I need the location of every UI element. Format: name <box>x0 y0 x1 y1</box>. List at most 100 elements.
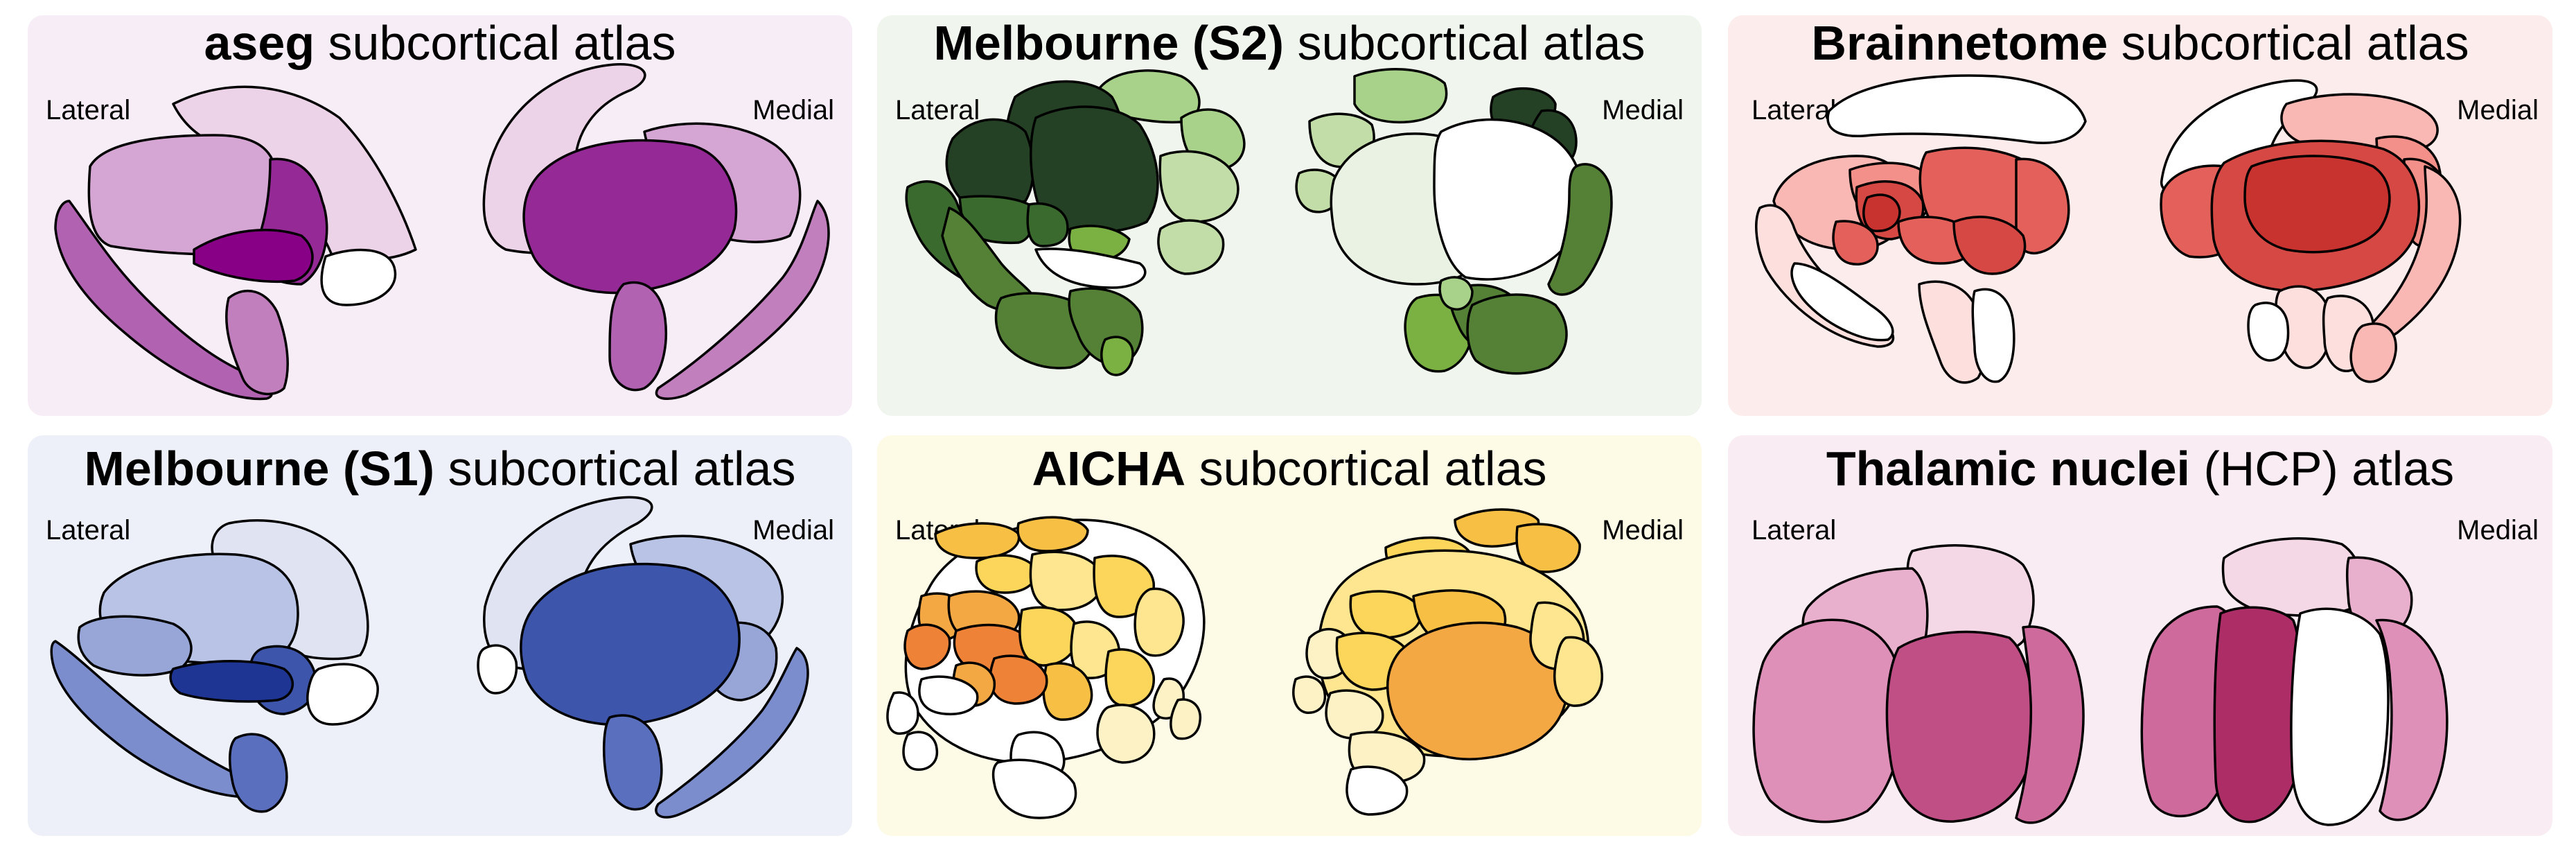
atlas-region <box>1026 202 1069 247</box>
atlas-region <box>320 248 397 306</box>
atlas-region <box>655 647 809 819</box>
atlas-region <box>2213 606 2304 824</box>
atlas-region <box>934 522 1021 559</box>
atlas-region <box>520 562 741 726</box>
medial-label: Medial <box>1602 95 1684 125</box>
medial-view-brain <box>477 496 809 819</box>
atlas-region <box>1018 606 1079 667</box>
atlas-region <box>1433 118 1584 281</box>
atlas-region <box>169 660 294 703</box>
atlas-region <box>608 281 667 392</box>
medial-view-brain <box>2160 79 2462 383</box>
lateral-view-brain <box>54 85 417 401</box>
atlas-region <box>1104 648 1155 707</box>
atlas-region <box>1170 698 1202 740</box>
atlas-region <box>1353 68 1448 123</box>
lateral-view-brain <box>1755 74 2087 384</box>
atlas-region <box>228 733 288 813</box>
panel-title: aseg subcortical atlas <box>204 16 676 70</box>
atlas-region <box>2221 537 2363 617</box>
medial-label: Medial <box>752 95 834 125</box>
lateral-view-brain <box>886 516 1206 819</box>
atlas-region <box>77 615 193 677</box>
atlas-region <box>602 714 663 811</box>
medial-label: Medial <box>752 515 834 546</box>
lateral-view-brain <box>905 69 1246 376</box>
atlas-region <box>1918 280 1986 384</box>
atlas-region <box>1030 105 1159 234</box>
atlas-region <box>991 758 1077 819</box>
atlas-region <box>1553 636 1603 707</box>
atlas-region <box>1029 550 1104 611</box>
atlas-region <box>2375 618 2449 821</box>
panel-title: AICHA subcortical atlas <box>1032 442 1547 496</box>
medial-view-brain <box>482 62 830 400</box>
medial-label: Medial <box>2457 95 2539 125</box>
atlas-region <box>2290 607 2390 826</box>
panel-melbourne-s2: Melbourne (S2) subcortical atlas Lateral… <box>877 15 1702 416</box>
atlas-region <box>1547 163 1613 296</box>
panel-aicha: AICHA subcortical atlas Lateral Medial <box>877 435 1702 836</box>
atlas-region <box>306 663 379 726</box>
panel-thalamic-nuclei: Thalamic nuclei (HCP) atlas Lateral Medi… <box>1728 435 2552 836</box>
panel-brainnetome: Brainnetome subcortical atlas Lateral Me… <box>1728 15 2552 416</box>
atlas-region <box>945 118 1034 207</box>
atlas-region <box>2247 302 2290 362</box>
atlas-region <box>1133 587 1185 657</box>
panel-title: Melbourne (S2) subcortical atlas <box>934 16 1646 70</box>
atlas-region <box>2243 155 2391 254</box>
panel-title: Melbourne (S1) subcortical atlas <box>85 442 796 496</box>
atlas-region <box>1100 336 1134 376</box>
atlas-region <box>477 644 518 695</box>
atlas-region <box>1349 590 1422 639</box>
atlas-region <box>1752 618 1904 824</box>
atlas-region <box>902 731 939 771</box>
atlas-region <box>1971 288 2015 383</box>
atlas-region <box>1826 74 2087 144</box>
atlas-region <box>975 554 1038 594</box>
atlas-region <box>1292 675 1327 714</box>
atlas-region <box>1862 193 1901 232</box>
atlas-region <box>1097 69 1201 124</box>
atlas-region <box>886 691 919 735</box>
atlas-region <box>2015 625 2085 824</box>
atlas-region <box>1832 220 1879 265</box>
atlas-region <box>918 675 979 715</box>
lateral-label: Lateral <box>1752 515 1836 546</box>
atlas-region <box>903 623 951 670</box>
lateral-label: Lateral <box>46 515 130 546</box>
panel-aseg: aseg subcortical atlas Lateral Medial <box>28 15 852 416</box>
atlas-region <box>1790 262 1894 342</box>
atlas-region <box>1158 150 1240 223</box>
atlas-region <box>1034 247 1147 289</box>
atlas-region <box>1438 276 1474 311</box>
atlas-region <box>1466 293 1568 375</box>
medial-view-brain <box>1292 508 1603 816</box>
atlas-region <box>2349 322 2397 383</box>
medial-label: Medial <box>1602 515 1684 546</box>
medial-view-brain <box>2140 537 2449 826</box>
atlas-region <box>193 229 314 284</box>
atlas-region <box>1885 630 2034 823</box>
atlas-region <box>1157 219 1225 275</box>
atlas-region <box>655 200 830 400</box>
medial-label: Medial <box>2457 515 2539 546</box>
atlas-region <box>1042 662 1093 721</box>
atlas-region <box>225 290 289 396</box>
lateral-label: Lateral <box>46 95 130 125</box>
atlas-region <box>1346 765 1409 816</box>
panel-melbourne-s1: Melbourne (S1) subcortical atlas Lateral… <box>28 435 852 836</box>
panel-title: Brainnetome subcortical atlas <box>1811 16 2469 70</box>
medial-view-brain <box>1295 68 1613 375</box>
lateral-view-brain <box>1752 544 2085 824</box>
lateral-label: Lateral <box>1752 95 1836 125</box>
atlas-region <box>1515 523 1581 573</box>
atlas-region <box>1952 216 2027 275</box>
lateral-label: Lateral <box>895 95 980 125</box>
panel-title: Thalamic nuclei (HCP) atlas <box>1826 442 2454 496</box>
lateral-view-brain <box>50 518 379 813</box>
atlas-region <box>522 139 738 295</box>
atlas-region <box>1016 516 1089 552</box>
atlas-region <box>1096 704 1156 764</box>
